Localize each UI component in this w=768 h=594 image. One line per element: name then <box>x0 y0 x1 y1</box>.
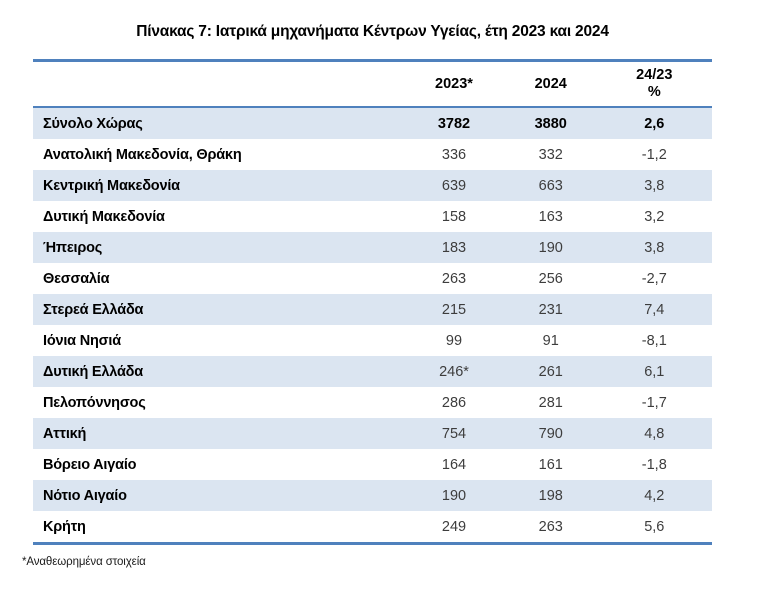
table-row: Δυτική Μακεδονία 158 163 3,2 <box>33 201 712 232</box>
health-centers-equipment-table: 2023* 2024 24/23 % Σύνολο Χώρας 3782 3880 2… <box>33 59 712 545</box>
column-header-2023: 2023* <box>403 60 505 108</box>
value-cell-y2023: 336 <box>441 146 467 163</box>
column-header-2024: 2024 <box>504 60 597 108</box>
value-cell-y2024: 3880 <box>504 107 597 139</box>
region-label: Δυτική Ελλάδα <box>33 356 404 387</box>
table-row: Αττική 754 790 4,8 <box>33 418 712 449</box>
value-cell-pct: 4,8 <box>596 418 712 449</box>
table-row: Ανατολική Μακεδονία, Θράκη 336 332 -1,2 <box>33 139 712 170</box>
table-row: Ιόνια Νησιά 99 91 -8,1 <box>33 325 712 356</box>
region-label: Βόρειο Αιγαίο <box>43 456 137 473</box>
table-row: Ήπειρος 183 190 3,8 <box>33 232 712 263</box>
table-row: Στερεά Ελλάδα 215 231 7,4 <box>33 294 712 325</box>
value-cell-pct: -2,7 <box>641 270 667 287</box>
value-cell-y2023: 164 <box>441 456 467 473</box>
table-row: Θεσσαλία 263 256 -2,7 <box>33 263 712 294</box>
value-cell-y2024: 263 <box>538 518 563 535</box>
region-label: Ανατολική Μακεδονία, Θράκη <box>43 146 242 163</box>
value-cell-y2023: 215 <box>403 294 505 325</box>
value-cell-y2023: 190 <box>403 480 505 511</box>
region-label: Πελοπόννησος <box>43 394 146 411</box>
table-title: Πίνακας 7: Ιατρικά μηχανήματα Κέντρων Υγ… <box>136 23 609 40</box>
value-cell-pct: -8,1 <box>641 332 667 349</box>
value-cell-y2024: 332 <box>538 146 563 163</box>
table-row: Κρήτη 249 263 5,6 <box>33 511 712 544</box>
value-cell-y2024: 231 <box>504 294 597 325</box>
table-row: Βόρειο Αιγαίο 164 161 -1,8 <box>33 449 712 480</box>
value-cell-pct: 3,2 <box>644 208 665 225</box>
region-label: Θεσσαλία <box>43 270 110 287</box>
value-cell-y2023: 246* <box>403 356 505 387</box>
value-cell-y2024: 261 <box>504 356 597 387</box>
value-cell-pct: -1,7 <box>641 394 667 411</box>
value-cell-y2024: 91 <box>542 332 559 349</box>
region-label: Ήπειρος <box>33 232 404 263</box>
table-body: Σύνολο Χώρας 3782 3880 2,6 Ανατολική Μακεδον… <box>33 107 712 544</box>
table-row: Δυτική Ελλάδα 246* 261 6,1 <box>33 356 712 387</box>
value-cell-y2023: 3782 <box>403 107 505 139</box>
region-label: Δυτική Μακεδονία <box>43 208 165 225</box>
header-row: 2023* 2024 24/23 % <box>33 60 712 108</box>
value-cell-pct: 3,8 <box>596 232 712 263</box>
value-cell-pct: 7,4 <box>596 294 712 325</box>
region-label: Αττική <box>33 418 404 449</box>
table-row: Νότιο Αιγαίο 190 198 4,2 <box>33 480 712 511</box>
value-cell-pct: 2,6 <box>596 107 712 139</box>
table-row: Κεντρική Μακεδονία 639 663 3,8 <box>33 170 712 201</box>
value-cell-pct: 4,2 <box>596 480 712 511</box>
region-label: Κρήτη <box>43 518 86 535</box>
value-cell-y2023: 99 <box>445 332 463 349</box>
value-cell-y2024: 161 <box>538 456 563 473</box>
value-cell-pct: 6,1 <box>596 356 712 387</box>
value-cell-y2024: 190 <box>504 232 597 263</box>
value-cell-pct: 5,6 <box>644 518 665 535</box>
value-cell-y2024: 663 <box>504 170 597 201</box>
region-label: Ιόνια Νησιά <box>43 332 121 349</box>
value-cell-y2024: 163 <box>538 208 563 225</box>
table-header: 2023* 2024 24/23 % <box>33 60 712 108</box>
value-cell-y2023: 183 <box>403 232 505 263</box>
value-cell-y2023: 249 <box>441 518 467 535</box>
value-cell-y2024: 790 <box>504 418 597 449</box>
region-label: Νότιο Αιγαίο <box>33 480 404 511</box>
value-cell-y2023: 754 <box>403 418 505 449</box>
region-label: Στερεά Ελλάδα <box>33 294 404 325</box>
table-row: Σύνολο Χώρας 3782 3880 2,6 <box>33 107 712 139</box>
footnote: *Αναθεωρημένα στοιχεία <box>22 556 146 568</box>
value-cell-pct: 3,8 <box>596 170 712 201</box>
value-cell-pct: -1,2 <box>641 146 667 163</box>
value-cell-y2024: 198 <box>504 480 597 511</box>
value-cell-pct: -1,8 <box>641 456 667 473</box>
value-cell-y2023: 286 <box>441 394 467 411</box>
region-label: Σύνολο Χώρας <box>33 107 404 139</box>
value-cell-y2024: 281 <box>538 394 563 411</box>
region-label: Κεντρική Μακεδονία <box>33 170 404 201</box>
value-cell-y2024: 256 <box>538 270 563 287</box>
table-row: Πελοπόννησος 286 281 -1,7 <box>33 387 712 418</box>
column-header-region <box>33 60 404 108</box>
value-cell-y2023: 263 <box>441 270 467 287</box>
value-cell-y2023: 639 <box>403 170 505 201</box>
value-cell-y2023: 158 <box>441 208 467 225</box>
column-header-ratio: 24/23 % <box>596 60 712 108</box>
